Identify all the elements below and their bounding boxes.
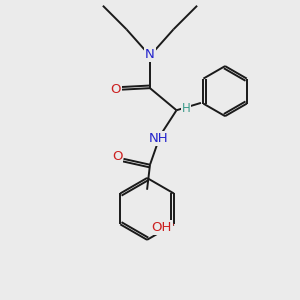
Text: H: H [182,102,190,115]
Text: NH: NH [149,132,169,145]
Text: OH: OH [151,221,172,234]
Text: N: N [145,48,155,61]
Text: O: O [112,150,122,163]
Text: O: O [110,83,121,96]
